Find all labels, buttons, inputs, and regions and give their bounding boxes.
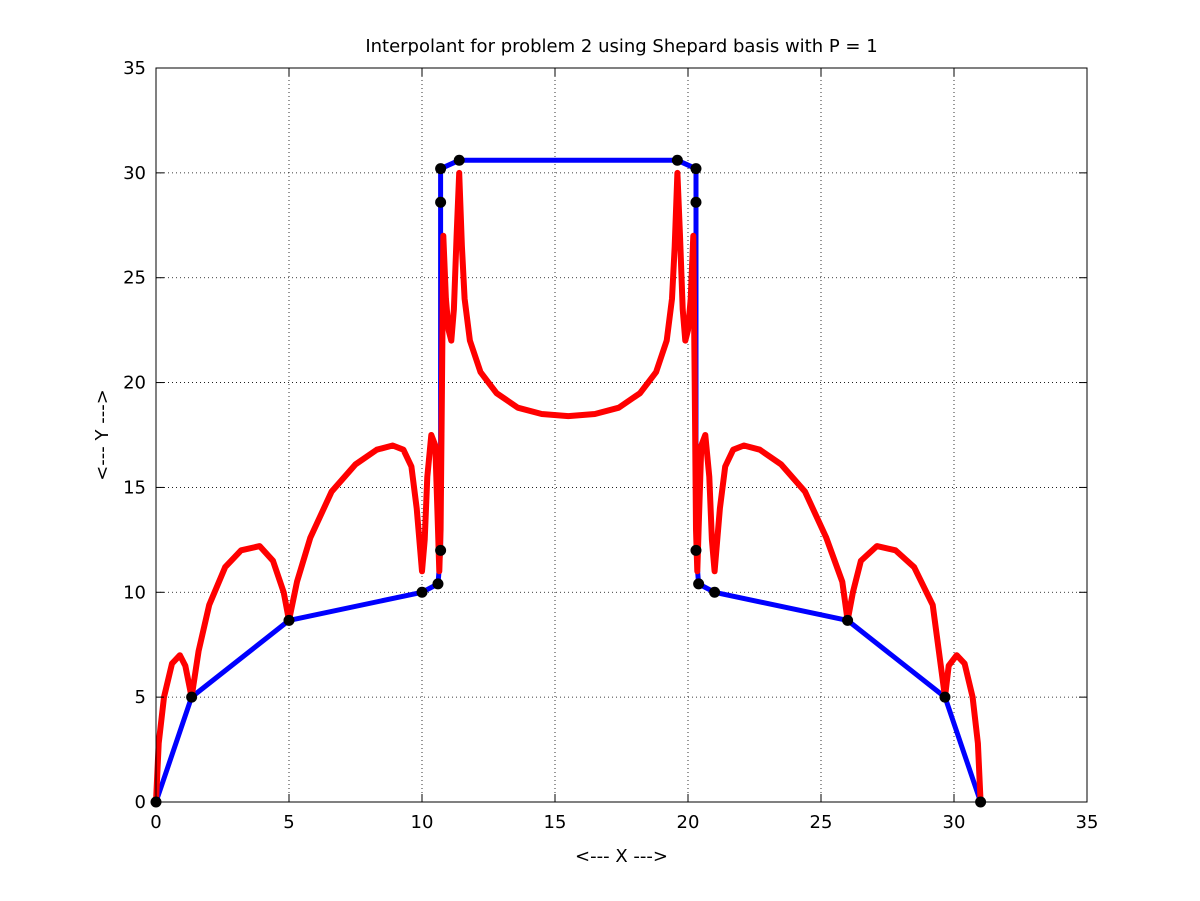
x-tick-label: 35 — [1076, 812, 1099, 833]
y-tick-label: 15 — [123, 477, 146, 498]
data-point-marker — [671, 154, 683, 166]
data-point-marker — [435, 196, 447, 208]
data-polyline — [153, 157, 984, 805]
data-point-marker — [416, 586, 428, 598]
data-point-marker — [690, 544, 702, 556]
y-tick-label: 0 — [135, 792, 146, 813]
x-tick-label: 0 — [150, 812, 161, 833]
series-layer — [150, 154, 987, 808]
x-tick-label: 20 — [677, 812, 700, 833]
axes-frame — [155, 67, 1088, 803]
y-tick-label: 30 — [123, 163, 146, 184]
data-point-marker — [842, 614, 854, 626]
axis-ticks: 0 5 10 15 20 25 30 35 0 5 10 15 20 25 30 35 — [123, 58, 1098, 833]
data-point-marker — [709, 586, 721, 598]
x-tick-label: 25 — [810, 812, 833, 833]
x-axis-label: <--- X ---> — [575, 846, 668, 867]
y-tick-label: 10 — [123, 582, 146, 603]
x-tick-label: 5 — [283, 812, 294, 833]
y-tick-label: 5 — [135, 687, 146, 708]
y-tick-label: 25 — [123, 268, 146, 289]
data-point-marker — [690, 163, 702, 175]
x-tick-label: 15 — [544, 812, 567, 833]
x-tick-label: 30 — [943, 812, 966, 833]
data-point-marker — [435, 544, 447, 556]
chart-title: Interpolant for problem 2 using Shepard … — [365, 36, 877, 57]
data-point-marker — [939, 691, 951, 703]
x-tick-label: 10 — [411, 812, 434, 833]
data-point-marker — [693, 578, 705, 590]
y-axis-label: <--- Y ---> — [92, 389, 113, 481]
y-tick-label: 35 — [123, 58, 146, 79]
interpolant-curve — [153, 169, 984, 805]
data-point-marker — [283, 614, 295, 626]
data-point-marker — [186, 691, 198, 703]
plot-area — [156, 68, 1087, 802]
data-point-marker — [453, 154, 465, 166]
data-point-marker — [432, 578, 444, 590]
data-point-marker — [690, 196, 702, 208]
y-tick-label: 20 — [123, 373, 146, 394]
data-point-marker — [435, 163, 447, 175]
